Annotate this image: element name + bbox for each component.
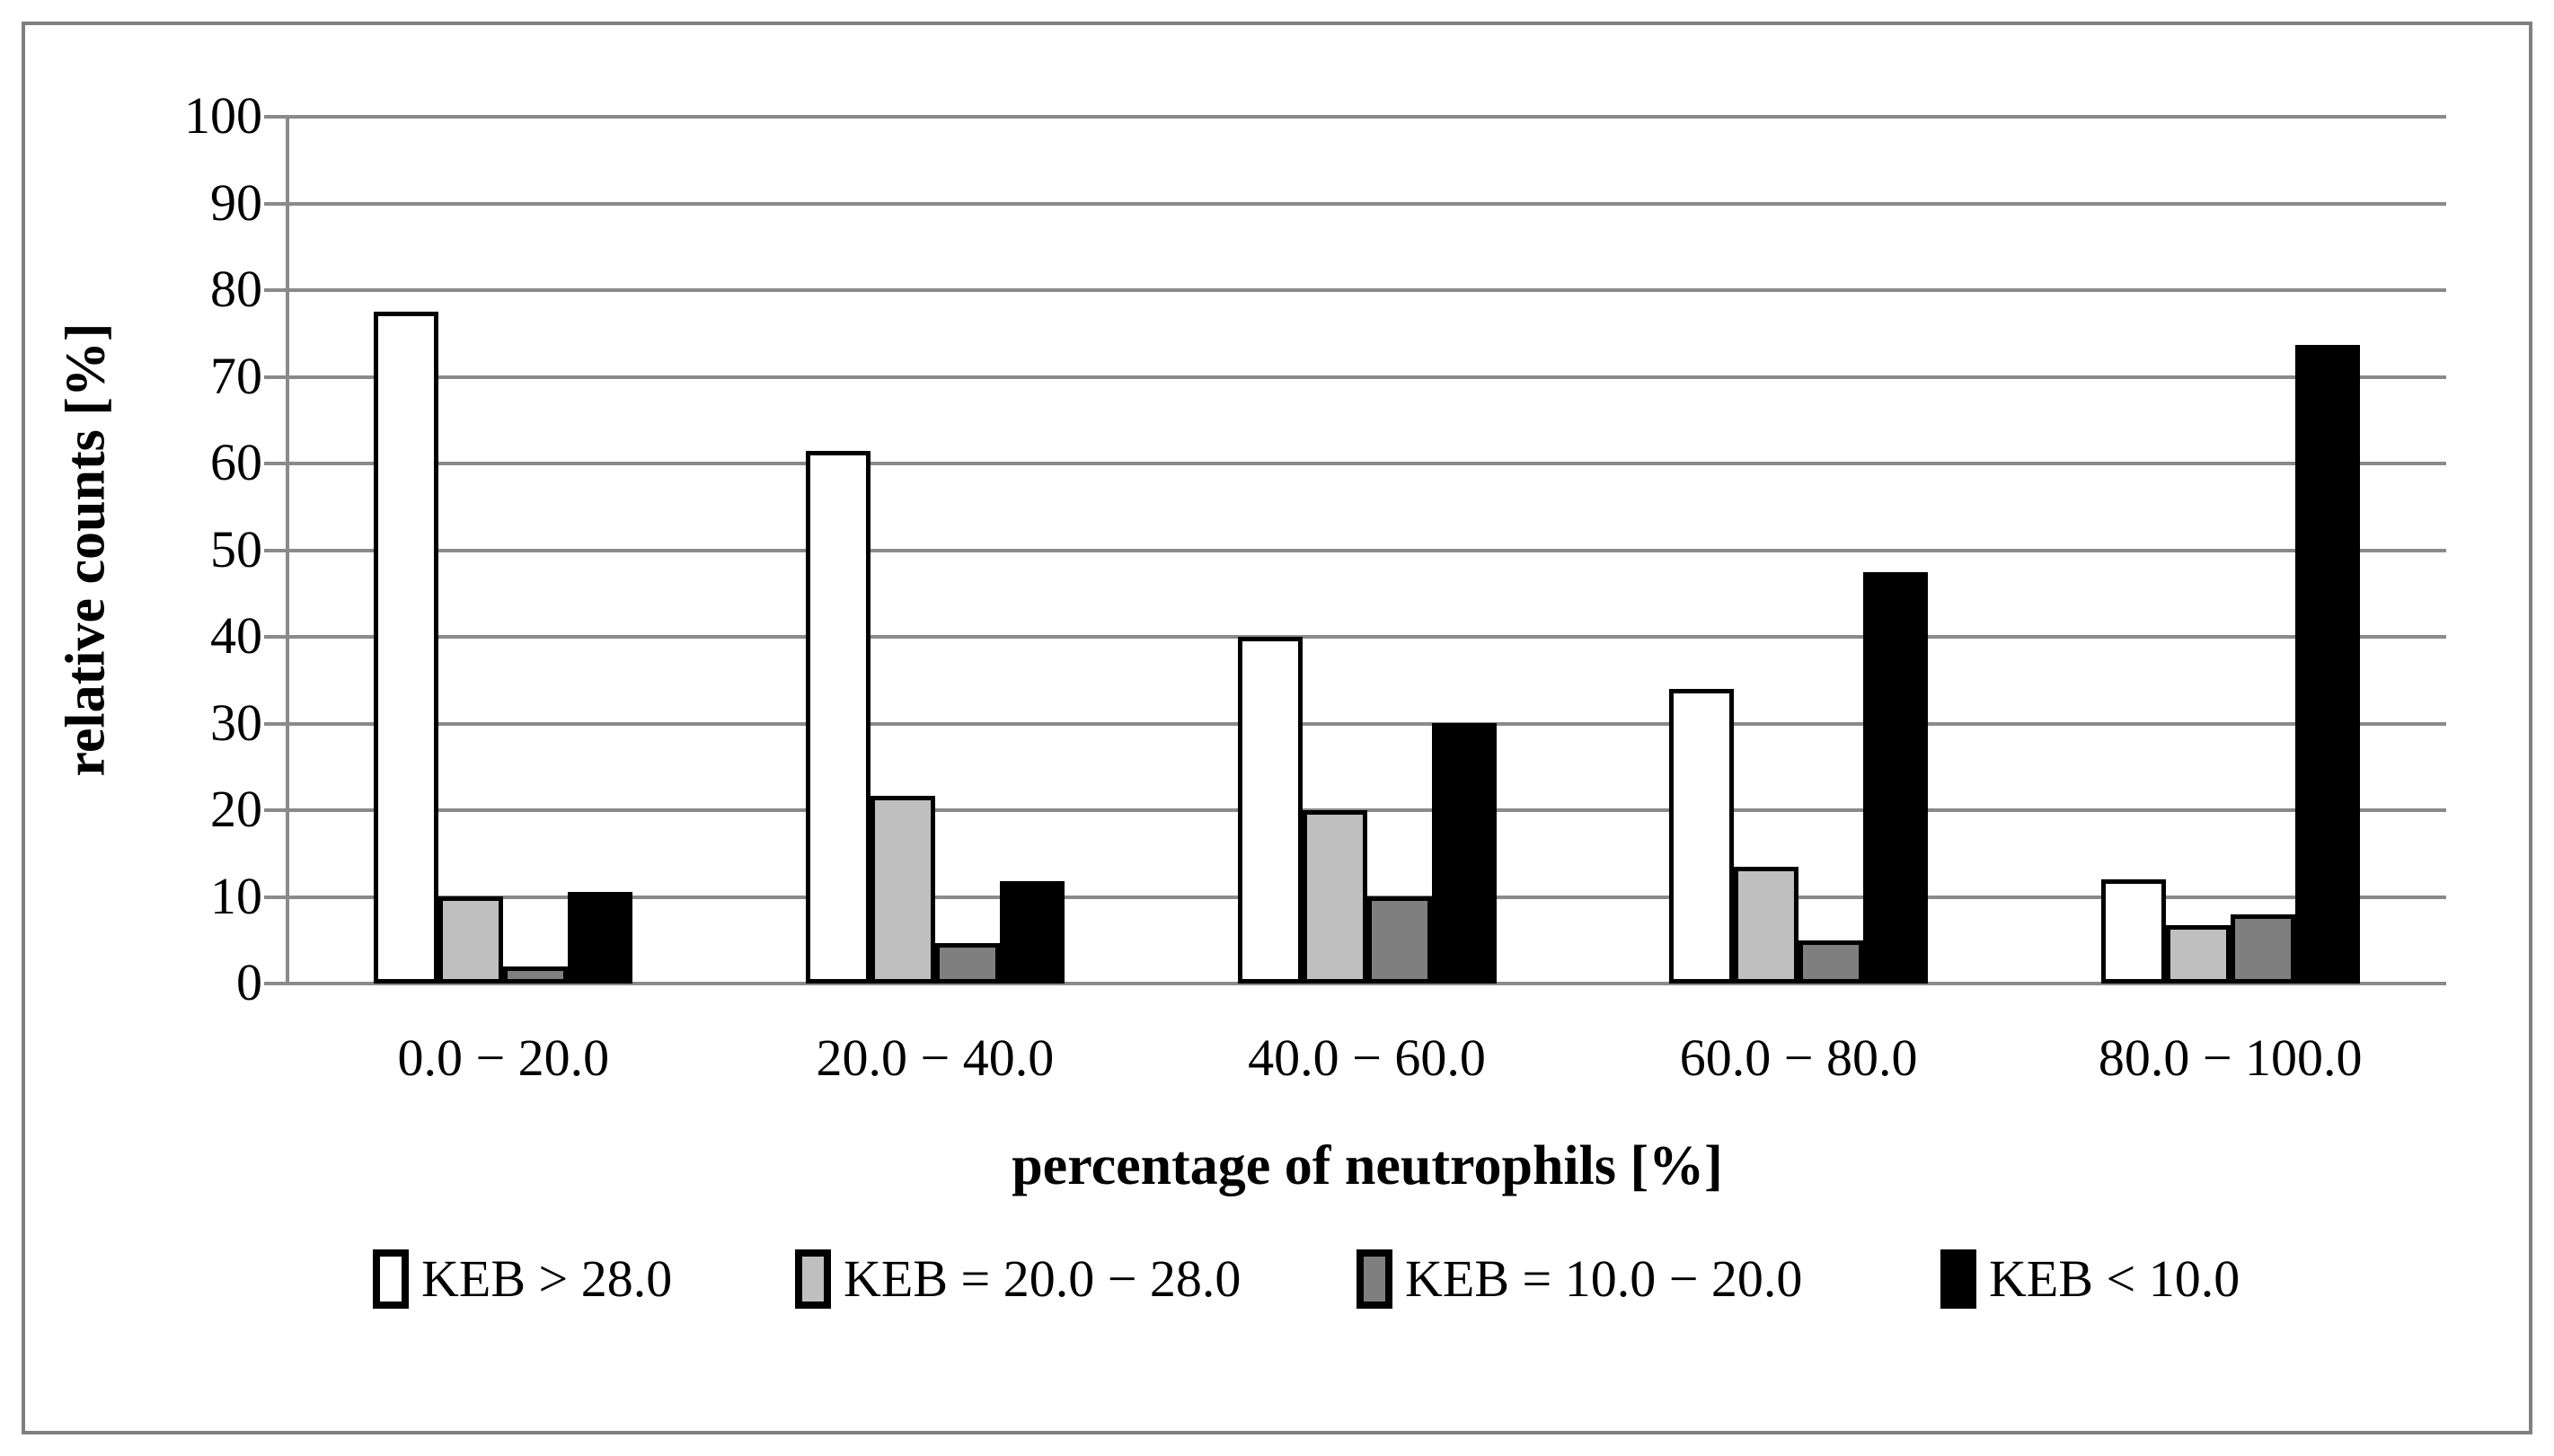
legend-label: KEB < 10.0 [1989,1249,2240,1308]
y-tick-mark [264,548,287,552]
legend-swatch-icon [1357,1249,1392,1309]
gridline-y-70 [287,375,2446,379]
legend-swatch-icon [1940,1249,1976,1309]
y-tick-label-40: 40 [210,606,262,665]
y-tick-label-90: 90 [210,172,262,232]
bar-KEB-<-10.0-cat1 [999,881,1065,984]
legend-label: KEB > 28.0 [421,1249,673,1308]
y-tick-label-100: 100 [184,86,262,145]
legend-item-3: KEB < 10.0 [1940,1243,2240,1315]
bar-KEB-<-10.0-cat0 [568,892,633,984]
y-tick-label-80: 80 [210,260,262,318]
bar-KEB-<-10.0-cat3 [1863,572,1929,984]
gridline-y-20 [287,808,2446,812]
bar-KEB->-28.0-cat2 [1237,637,1303,984]
bar-KEB-=-20.0-28.0-cat3 [1734,867,1799,984]
y-tick-mark [264,635,287,639]
x-tick-label-3: 60.0 − 80.0 [1679,1028,1918,1087]
x-tick-label-1: 20.0 − 40.0 [816,1028,1055,1087]
plot-area [264,115,2446,985]
bar-KEB-=-20.0-28.0-cat4 [2165,925,2231,984]
gridline-y-80 [287,288,2446,292]
legend-item-1: KEB = 20.0 − 28.0 [795,1243,1241,1315]
y-tick-mark [264,288,287,292]
gridline-y-100 [287,115,2446,119]
bar-KEB-<-10.0-cat2 [1431,723,1497,984]
y-tick-label-70: 70 [210,346,262,405]
gridline-y-90 [287,201,2446,206]
y-tick-label-60: 60 [210,433,262,491]
y-tick-mark [264,982,287,985]
bar-KEB->-28.0-cat1 [805,451,870,984]
x-axis-title: percentage of neutrophils [%] [1012,1135,1723,1196]
bar-KEB-=-10.0-20.0-cat3 [1798,940,1864,984]
legend-swatch-icon [373,1249,409,1309]
bar-KEB-=-20.0-28.0-cat0 [438,896,504,984]
bar-KEB-=-10.0-20.0-cat1 [934,943,1000,984]
gridline-y-50 [287,548,2446,552]
gridline-y-0 [287,982,2446,985]
bar-KEB->-28.0-cat3 [1669,689,1735,984]
y-tick-mark [264,115,287,119]
y-tick-mark [264,201,287,206]
y-tick-label-20: 20 [210,780,262,838]
y-tick-mark [264,721,287,726]
x-tick-label-4: 80.0 − 100.0 [2098,1028,2363,1087]
gridline-y-30 [287,721,2446,726]
bar-KEB-<-10.0-cat4 [2294,345,2360,984]
x-tick-label-2: 40.0 − 60.0 [1248,1028,1486,1087]
y-tick-mark [264,375,287,379]
legend-label: KEB = 10.0 − 20.0 [1405,1249,1803,1308]
bar-KEB->-28.0-cat0 [374,312,439,984]
gridline-y-40 [287,635,2446,639]
y-tick-mark [264,808,287,812]
y-tick-label-30: 30 [210,693,262,752]
legend: KEB > 28.0 KEB = 20.0 − 28.0 KEB = 10.0 − … [0,1243,2554,1315]
legend-item-0: KEB > 28.0 [373,1243,672,1315]
bar-KEB-=-10.0-20.0-cat2 [1366,896,1432,984]
legend-label: KEB = 20.0 − 28.0 [844,1249,1242,1308]
gridline-y-60 [287,462,2446,465]
bar-KEB-=-10.0-20.0-cat0 [503,966,569,984]
bar-KEB-=-20.0-28.0-cat2 [1302,810,1367,984]
y-tick-mark [264,895,287,899]
y-tick-mark [264,462,287,465]
bar-KEB-=-20.0-28.0-cat1 [870,796,935,984]
bar-KEB-=-10.0-20.0-cat4 [2230,914,2295,984]
y-tick-label-10: 10 [210,866,262,925]
y-tick-label-0: 0 [236,953,262,1011]
y-tick-label-50: 50 [210,519,262,578]
bar-KEB->-28.0-cat4 [2100,879,2166,984]
x-tick-label-0: 0.0 − 20.0 [397,1028,610,1087]
legend-swatch-icon [795,1249,831,1309]
legend-item-2: KEB = 10.0 − 20.0 [1357,1243,1802,1315]
